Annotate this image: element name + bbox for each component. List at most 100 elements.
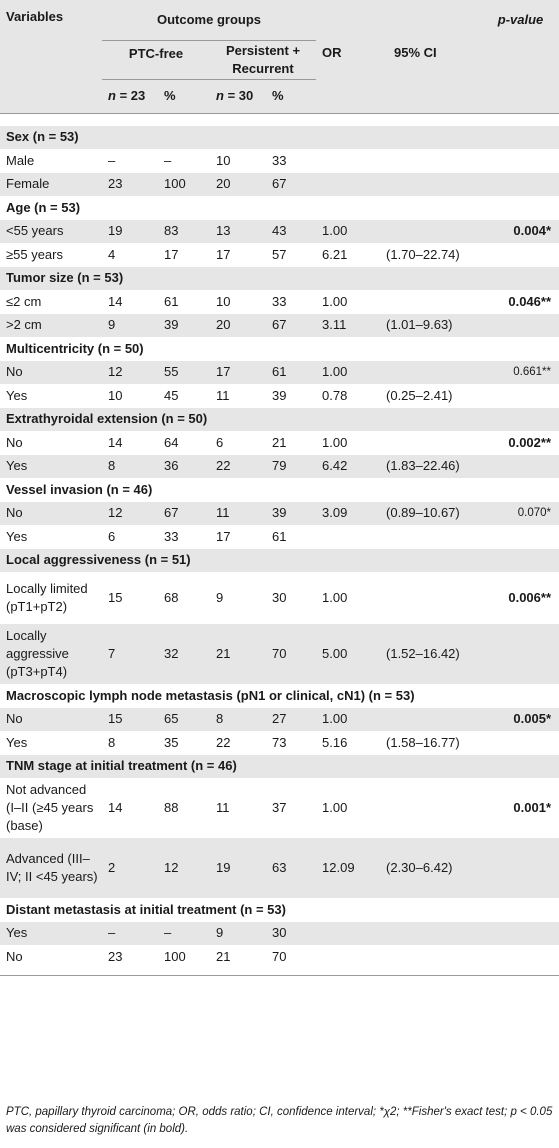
section-title: Vessel invasion (n = 46) bbox=[6, 481, 153, 497]
cell-p2: 70 bbox=[272, 646, 287, 661]
cell-ci bbox=[380, 708, 476, 732]
cell-p2: 67 bbox=[272, 176, 287, 192]
cell-or bbox=[316, 173, 380, 197]
cell-p1: 83 bbox=[164, 223, 179, 239]
cell-n1: – bbox=[108, 925, 116, 941]
cell-p2: 67 bbox=[272, 317, 287, 333]
cell-n2: 9 bbox=[216, 925, 224, 941]
cell-p2: 61 bbox=[272, 364, 287, 380]
cell-p2: 70 bbox=[272, 948, 287, 964]
cell-p2: 39 bbox=[272, 505, 287, 521]
cell-or: 12.09 bbox=[322, 860, 355, 875]
cell-p bbox=[476, 149, 559, 173]
table-row: Not advanced (I–II (≥45 years (base) 14 88… bbox=[0, 778, 559, 838]
cell-p bbox=[476, 624, 559, 684]
section-header: Extrathyroidal extension (n = 50) bbox=[0, 407, 559, 431]
section-header: TNM stage at initial treatment (n = 46) bbox=[0, 754, 559, 778]
header-ptc-free: PTC-free bbox=[102, 40, 210, 80]
cell-n2: 11 bbox=[216, 505, 230, 521]
section-header: Distant metastasis at initial treatment … bbox=[0, 898, 559, 922]
cell-n2: 13 bbox=[216, 223, 231, 239]
cell-p1: 12 bbox=[164, 860, 179, 875]
cell-n1: 4 bbox=[108, 246, 116, 262]
cell-label: Male bbox=[6, 152, 35, 168]
cell-n2: 10 bbox=[216, 152, 231, 168]
cell-p1: 39 bbox=[164, 317, 179, 333]
header-pct-free: % bbox=[158, 79, 210, 114]
cell-p2: 43 bbox=[272, 223, 287, 239]
table-row: Male – – 10 33 bbox=[0, 149, 559, 173]
cell-p2: 30 bbox=[272, 925, 287, 941]
cell-ci bbox=[380, 525, 476, 549]
cell-label: Yes bbox=[6, 925, 28, 941]
cell-or bbox=[316, 945, 380, 969]
cell-p2: 61 bbox=[272, 528, 287, 544]
cell-or: 1.00 bbox=[322, 293, 348, 309]
cell-p bbox=[476, 945, 559, 969]
cell-ci bbox=[380, 945, 476, 969]
section-header: Tumor size (n = 53) bbox=[0, 266, 559, 290]
table-row: ≤2 cm 14 61 10 33 1.00 0.046** bbox=[0, 290, 559, 314]
header-ci: 95% CI bbox=[394, 45, 437, 60]
cell-p2: 33 bbox=[272, 152, 287, 168]
results-table: Variables Outcome groups p-value PTC-fre… bbox=[0, 0, 559, 976]
cell-n2: 11 bbox=[216, 800, 230, 815]
cell-p2: 37 bbox=[272, 800, 287, 815]
cell-label: >2 cm bbox=[6, 317, 42, 333]
cell-p1: 45 bbox=[164, 387, 179, 403]
cell-or: 1.00 bbox=[322, 711, 348, 727]
cell-n1: 14 bbox=[108, 434, 123, 450]
cell-label: No bbox=[6, 948, 23, 964]
cell-p1: 64 bbox=[164, 434, 179, 450]
cell-label: Yes bbox=[6, 458, 28, 474]
cell-label: Locally aggressive (pT3+pT4) bbox=[6, 628, 69, 679]
cell-n1: 15 bbox=[108, 590, 123, 605]
cell-p2: 63 bbox=[272, 860, 287, 875]
header-n-pr: n = 30 bbox=[210, 79, 266, 114]
cell-p2: 21 bbox=[272, 434, 287, 450]
cell-n1: 15 bbox=[108, 711, 123, 727]
cell-ci: (1.58–16.77) bbox=[386, 734, 460, 750]
cell-ci: (2.30–6.42) bbox=[386, 860, 453, 875]
cell-n1: 9 bbox=[108, 317, 116, 333]
cell-n1: 23 bbox=[108, 948, 123, 964]
cell-p1: 17 bbox=[164, 246, 179, 262]
cell-or: 6.21 bbox=[322, 246, 348, 262]
cell-n1: 12 bbox=[108, 364, 123, 380]
cell-p2: 30 bbox=[272, 590, 287, 605]
cell-n1: 14 bbox=[108, 293, 123, 309]
cell-label: <55 years bbox=[6, 223, 64, 239]
table-footnote: PTC, papillary thyroid carcinoma; OR, od… bbox=[6, 1106, 553, 1135]
cell-label: Advanced (III–IV; II <45 years) bbox=[6, 851, 98, 884]
cell-or: 6.42 bbox=[322, 458, 348, 474]
section-header: Age (n = 53) bbox=[0, 196, 559, 220]
cell-label: Yes bbox=[6, 528, 28, 544]
table-row: Advanced (III–IV; II <45 years) 2 12 19 63 12… bbox=[0, 838, 559, 898]
header-outcome-groups: Outcome groups bbox=[102, 0, 317, 41]
cell-ci bbox=[380, 290, 476, 314]
section-header: Multicentricity (n = 50) bbox=[0, 337, 559, 361]
cell-or: 0.78 bbox=[322, 387, 348, 403]
cell-p bbox=[476, 731, 559, 755]
cell-p: 0.070* bbox=[517, 507, 552, 520]
cell-label: Not advanced (I–II (≥45 years (base) bbox=[6, 782, 94, 833]
cell-p1: 32 bbox=[164, 646, 179, 661]
cell-or: 1.00 bbox=[322, 800, 348, 815]
cell-p1: 100 bbox=[164, 176, 186, 192]
cell-p1: 68 bbox=[164, 590, 179, 605]
table-row: Locally limited (pT1+pT2) 15 68 9 30 1.00 0.00… bbox=[0, 572, 559, 624]
cell-or: 5.00 bbox=[322, 646, 348, 661]
cell-n2: 20 bbox=[216, 317, 231, 333]
cell-ci: (0.25–2.41) bbox=[386, 387, 453, 403]
cell-label: ≤2 cm bbox=[6, 293, 42, 309]
header-pct-pr: % bbox=[266, 79, 317, 114]
section-title: Tumor size (n = 53) bbox=[6, 270, 124, 286]
cell-or: 1.00 bbox=[322, 590, 348, 605]
cell-or bbox=[316, 525, 380, 549]
table-row: Yes – – 9 30 bbox=[0, 921, 559, 945]
cell-ci bbox=[380, 173, 476, 197]
cell-n1: 2 bbox=[108, 860, 116, 875]
header-variables: Variables bbox=[6, 9, 64, 24]
cell-p2: 57 bbox=[272, 246, 287, 262]
cell-n1: 6 bbox=[108, 528, 116, 544]
